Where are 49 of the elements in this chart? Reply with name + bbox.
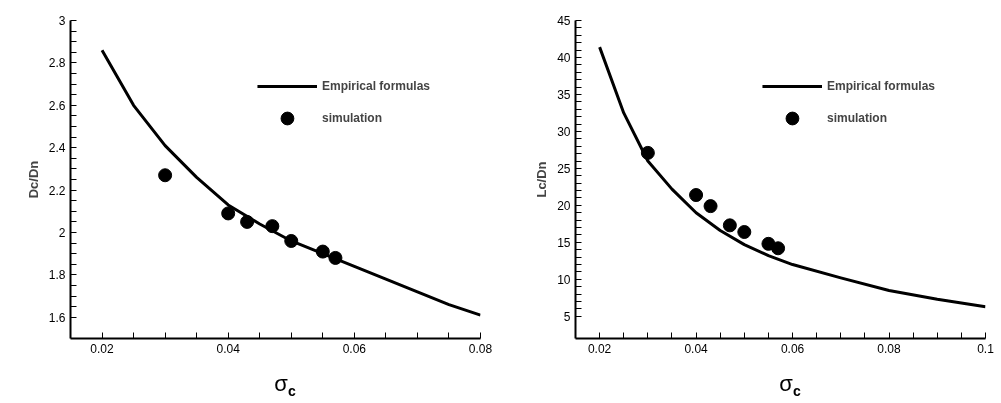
y-tick-label: 3 <box>58 14 66 28</box>
line-series <box>598 45 986 309</box>
y-tick-label: 45 <box>557 14 571 28</box>
x-axis-title: σ$_{c}$ <box>779 371 801 402</box>
y-tick-label: 2.2 <box>48 183 66 198</box>
y-tick-label: 1.8 <box>48 268 66 283</box>
point <box>689 188 704 203</box>
legend-label: Empirical formulas <box>321 78 430 95</box>
point <box>771 241 786 256</box>
x-tick-label: 0.04 <box>684 341 709 356</box>
y-tick-label: 1.6 <box>48 310 66 325</box>
point <box>722 218 737 233</box>
x-tick-label: 0.08 <box>468 341 493 356</box>
y-tick-label: 10 <box>557 272 571 287</box>
point <box>328 250 343 265</box>
point <box>703 199 718 214</box>
y-tick-label: 2.6 <box>48 98 66 113</box>
y-tick-label: 2 <box>58 226 66 240</box>
y-axis-title: Dc/Dn <box>25 160 41 199</box>
legend-label: Empirical formulas <box>826 78 935 95</box>
x-tick-label: 0.1 <box>977 341 995 356</box>
point <box>284 233 299 248</box>
y-tick-label: 5 <box>563 309 571 324</box>
x-tick-label: 0.06 <box>342 341 367 356</box>
y-tick-label: 30 <box>557 124 571 139</box>
x-tick-label: 0.04 <box>216 341 241 356</box>
point <box>265 219 280 234</box>
point <box>240 214 255 229</box>
y-axis-title: Lc/Dn <box>534 161 550 198</box>
line-series <box>100 48 481 317</box>
point <box>315 244 330 259</box>
y-tick-label: 2.8 <box>48 56 66 71</box>
legend-label: simulation <box>826 110 887 127</box>
y-tick-label: 2.4 <box>48 141 66 156</box>
y-tick-label: 40 <box>557 50 571 65</box>
point <box>221 206 236 221</box>
point <box>737 225 752 239</box>
y-tick-label: 35 <box>557 87 571 102</box>
legend-label: simulation <box>321 110 382 127</box>
x-tick-label: 0.02 <box>90 341 115 356</box>
point <box>640 145 655 160</box>
x-axis-title: σ$_{c}$ <box>274 371 296 402</box>
x-tick-label: 0.02 <box>587 341 612 356</box>
point <box>158 168 173 183</box>
y-tick-label: 20 <box>557 198 571 213</box>
y-tick-label: 15 <box>557 235 571 250</box>
y-tick-label: 25 <box>557 161 571 176</box>
x-tick-label: 0.08 <box>877 341 902 356</box>
x-tick-label: 0.06 <box>780 341 805 356</box>
